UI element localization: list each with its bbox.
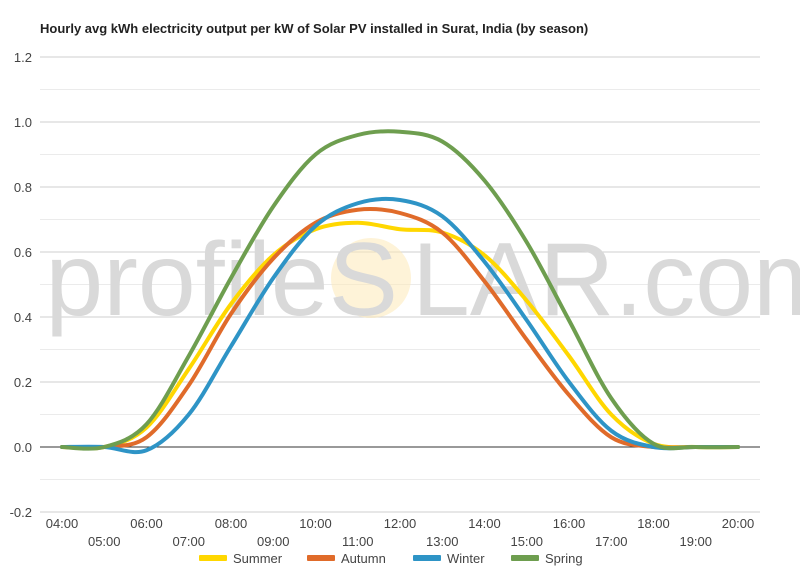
x-tick-label: 12:00 — [384, 516, 417, 531]
legend-label: Summer — [233, 551, 283, 566]
x-tick-label: 16:00 — [553, 516, 586, 531]
grid — [40, 56, 760, 513]
legend-swatch — [413, 555, 441, 561]
x-tick-label: 11:00 — [342, 534, 374, 549]
x-tick-label: 09:00 — [257, 534, 290, 549]
legend-swatch — [511, 555, 539, 561]
x-tick-label: 05:00 — [88, 534, 121, 549]
x-tick-label: 20:00 — [722, 516, 755, 531]
watermark-text-right: LAR.com — [412, 222, 800, 338]
y-tick-label: 0.0 — [14, 440, 32, 455]
chart-title: Hourly avg kWh electricity output per kW… — [40, 21, 588, 36]
legend-item-autumn[interactable]: Autumn — [307, 551, 386, 566]
series-line-spring — [60, 129, 740, 451]
x-tick-label: 17:00 — [595, 534, 628, 549]
x-tick-label: 19:00 — [679, 534, 712, 549]
y-tick-label: 1.0 — [14, 115, 32, 130]
y-tick-label: 0.2 — [14, 375, 32, 390]
legend-label: Spring — [545, 551, 583, 566]
legend-swatch — [307, 555, 335, 561]
legend-item-spring[interactable]: Spring — [511, 551, 583, 566]
x-tick-label: 13:00 — [426, 534, 459, 549]
x-tick-label: 04:00 — [46, 516, 79, 531]
y-tick-label: 1.2 — [14, 50, 32, 65]
x-tick-label: 07:00 — [172, 534, 205, 549]
x-tick-label: 08:00 — [215, 516, 248, 531]
watermark-sun — [331, 238, 411, 318]
y-tick-label: 0.6 — [14, 245, 32, 260]
x-tick-label: 14:00 — [468, 516, 501, 531]
x-tick-label: 18:00 — [637, 516, 670, 531]
y-tick-label: -0.2 — [10, 505, 32, 520]
x-tick-label: 10:00 — [299, 516, 332, 531]
axes: -0.2 0.0 0.2 0.4 0.6 0.8 1.0 1.2 04:00 05:00 06:00… — [10, 50, 760, 549]
watermark: profileS LAR.com — [45, 222, 800, 338]
x-tick-label: 06:00 — [130, 516, 163, 531]
legend-swatch — [199, 555, 227, 561]
legend-item-winter[interactable]: Winter — [413, 551, 485, 566]
y-tick-label: 0.4 — [14, 310, 32, 325]
y-tick-label: 0.8 — [14, 180, 32, 195]
legend-label: Autumn — [341, 551, 386, 566]
series-line-winter — [60, 196, 740, 455]
series-line-autumn — [60, 207, 740, 450]
x-tick-label: 15:00 — [510, 534, 543, 549]
legend-item-summer[interactable]: Summer — [199, 551, 283, 566]
series — [60, 129, 740, 455]
legend: Summer Autumn Winter Spring — [199, 551, 583, 566]
legend-label: Winter — [447, 551, 485, 566]
series-line-summer — [60, 220, 740, 451]
